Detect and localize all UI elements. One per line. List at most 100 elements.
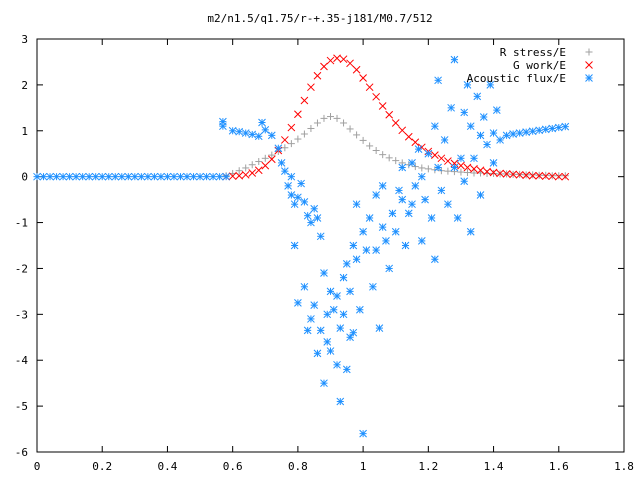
- data-point: [375, 324, 384, 332]
- data-point: [391, 119, 400, 127]
- data-point: [359, 74, 367, 82]
- data-point: [365, 83, 374, 92]
- data-point: [437, 154, 446, 163]
- data-point: [453, 214, 462, 222]
- data-point: [492, 106, 501, 114]
- data-point: [483, 167, 491, 176]
- data-point: [444, 157, 452, 165]
- data-point: [457, 161, 465, 170]
- data-point: [434, 76, 442, 85]
- data-point: [362, 246, 371, 254]
- data-point: [470, 165, 478, 173]
- data-point: [473, 92, 482, 101]
- data-point: [561, 172, 569, 180]
- data-point: [287, 191, 296, 199]
- data-point: [496, 136, 504, 144]
- y-tick-label: 3: [21, 33, 28, 46]
- data-point: [124, 172, 133, 181]
- data-point: [170, 172, 178, 181]
- data-point: [528, 171, 537, 180]
- series-1: [222, 54, 570, 181]
- data-point: [268, 151, 276, 159]
- data-point: [528, 127, 537, 136]
- data-point: [320, 379, 328, 388]
- data-point: [548, 124, 557, 133]
- x-tick-label: 1.8: [614, 460, 634, 473]
- data-point: [437, 186, 446, 195]
- data-point: [222, 172, 230, 181]
- data-point: [398, 163, 407, 172]
- data-point: [39, 172, 48, 181]
- data-point: [489, 129, 498, 137]
- data-point: [320, 269, 328, 277]
- data-point: [542, 171, 550, 179]
- data-point: [326, 347, 335, 355]
- data-point: [479, 113, 488, 121]
- data-point: [316, 232, 325, 241]
- axis-ticks: [36, 38, 625, 453]
- data-point: [382, 237, 390, 245]
- plot-frame: [36, 38, 625, 453]
- data-point: [294, 110, 302, 119]
- x-tick-label: 1.4: [484, 460, 504, 473]
- data-point: [333, 360, 341, 369]
- data-point: [176, 172, 185, 181]
- x-tick-label: 0.4: [158, 460, 178, 473]
- y-tick-label: -4: [15, 354, 29, 367]
- data-point: [297, 179, 306, 188]
- data-point: [444, 167, 452, 175]
- data-point: [339, 310, 348, 319]
- data-point: [352, 65, 361, 74]
- data-point: [408, 200, 416, 209]
- chart-title: m2/n1.5/q1.75/r-+.35-j181/M0.7/512: [207, 12, 432, 25]
- data-point: [378, 102, 387, 110]
- data-point: [340, 119, 348, 127]
- data-point: [78, 172, 87, 181]
- data-point: [323, 338, 332, 346]
- data-point: [349, 241, 358, 250]
- data-point: [466, 122, 475, 131]
- data-point: [417, 172, 426, 181]
- data-point: [359, 227, 367, 236]
- data-point: [130, 172, 139, 181]
- data-point: [395, 186, 403, 195]
- data-point: [541, 125, 550, 134]
- data-point: [202, 172, 211, 181]
- data-point: [411, 181, 420, 190]
- legend-label: R stress/E: [500, 46, 566, 59]
- data-point: [339, 55, 348, 64]
- data-point: [457, 154, 465, 163]
- data-point: [502, 170, 511, 178]
- data-point: [385, 264, 394, 273]
- data-point: [463, 169, 471, 177]
- data-point: [327, 113, 334, 121]
- data-point: [359, 136, 367, 144]
- data-point: [535, 171, 544, 180]
- data-point: [248, 169, 257, 177]
- data-point: [323, 310, 332, 319]
- data-point: [431, 151, 439, 159]
- data-point: [248, 161, 256, 169]
- data-point: [157, 172, 165, 181]
- data-point: [300, 96, 309, 105]
- data-point: [388, 209, 397, 218]
- data-point: [342, 260, 351, 268]
- data-point: [284, 181, 292, 190]
- data-point: [163, 172, 172, 181]
- data-point: [401, 241, 410, 250]
- data-point: [372, 92, 381, 101]
- data-point: [398, 126, 407, 135]
- data-point: [385, 154, 393, 162]
- data-point: [555, 172, 563, 180]
- data-point: [267, 131, 276, 140]
- data-point: [561, 122, 570, 131]
- data-point: [307, 315, 315, 323]
- data-point: [310, 204, 319, 213]
- data-point: [450, 163, 459, 172]
- legend-marker: [585, 74, 593, 82]
- data-point: [486, 81, 495, 89]
- y-tick-label: 0: [21, 171, 28, 184]
- y-tick-label: -3: [15, 308, 28, 321]
- data-point: [463, 163, 472, 172]
